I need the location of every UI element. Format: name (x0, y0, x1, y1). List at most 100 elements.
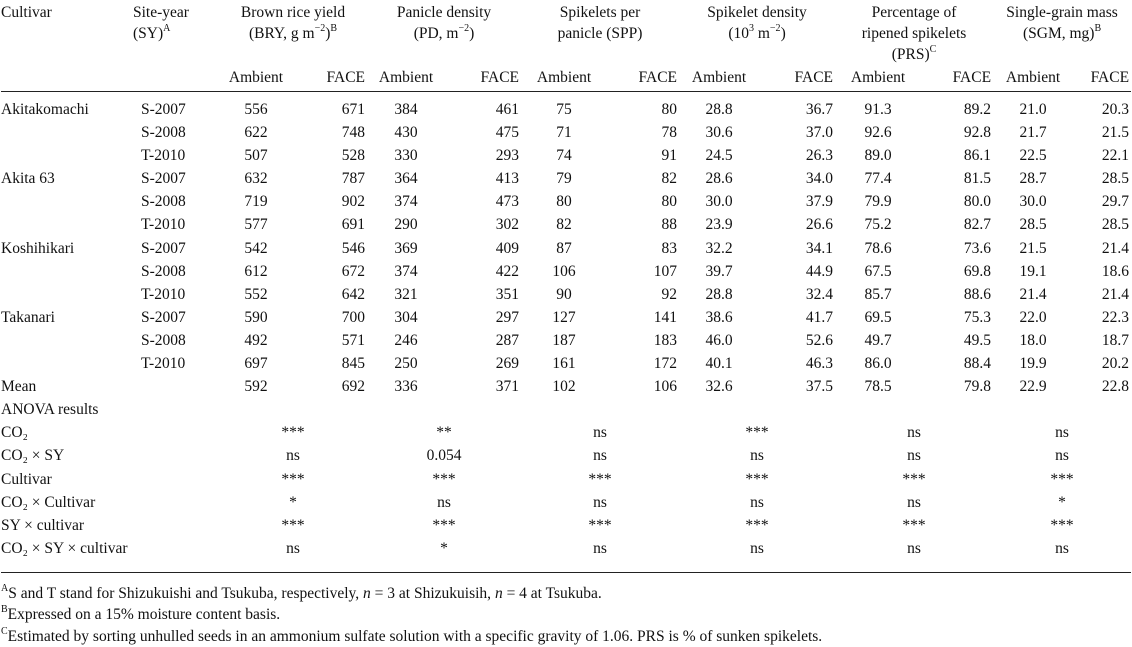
cell-ambient: 24.5 (705, 147, 733, 165)
anova-value: ns (907, 493, 921, 511)
cell-ambient: 28.6 (705, 170, 733, 188)
cell-face: 546 (341, 239, 366, 257)
cell-face: 28.5 (1101, 170, 1130, 188)
cell-face: 22.1 (1101, 147, 1130, 165)
footnotes: AS and T stand for Shizukuishi and Tsuku… (1, 571, 1131, 647)
cell-face: 22.8 (1101, 378, 1130, 396)
cell-face: 91 (661, 147, 678, 165)
cell-face: 293 (495, 147, 520, 165)
cell-face: 787 (341, 170, 366, 188)
anova-value: ** (436, 424, 452, 442)
cell-face: 26.6 (805, 216, 834, 234)
anova-value: ns (286, 539, 300, 557)
subheader-row: Ambient FACE Ambient FACE Ambient FACE Ambient… (1, 65, 1131, 92)
subheader-ambient: Ambient (378, 69, 434, 86)
anova-value: *** (432, 516, 456, 534)
header-sgm: Single-grain mass (SGM, mg)B (1006, 4, 1118, 42)
table-row: S-2008 622 748 430 475 71 78 30.6 37.0 92.6 92.8 21… (1, 121, 1131, 144)
cell-cultivar (1, 213, 133, 236)
cell-face: 21.5 (1101, 124, 1130, 142)
cell-face: 297 (495, 308, 520, 326)
cell-face: 41.7 (805, 308, 834, 326)
cell-face: 69.8 (963, 262, 992, 280)
header-row: Cultivar Site-year (SY)A Brown rice yield… (1, 2, 1131, 65)
cell-face: 32.4 (805, 285, 834, 303)
cell-ambient: 364 (394, 170, 418, 188)
header-spp: Spikelets per panicle (SPP) (557, 4, 643, 42)
table-row: Takanari S-2007 590 700 304 297 127 141 38.6 41.7… (1, 306, 1131, 329)
cell-ambient: 612 (244, 262, 268, 280)
cell-ambient: 77.4 (864, 170, 892, 188)
table-row: T-2010 697 845 250 269 161 172 40.1 46.3 86.0 88.4… (1, 352, 1131, 375)
cell-ambient: 21.0 (1019, 101, 1047, 118)
anova-value: *** (902, 516, 926, 534)
cell-face: 49.5 (963, 331, 992, 349)
subheader-ambient: Ambient (850, 69, 906, 86)
anova-value: ns (750, 493, 764, 511)
anova-value: * (1058, 493, 1066, 511)
anova-value: *** (281, 424, 305, 442)
anova-value: ns (907, 539, 921, 557)
cell-ambient: 32.2 (705, 239, 733, 257)
anova-value: ns (593, 424, 607, 442)
anova-row: CO₂ × Cultivar * ns ns ns ns * (1, 491, 1131, 514)
anova-value: ns (750, 539, 764, 557)
cell-face: 18.6 (1101, 262, 1130, 280)
cell-ambient: 552 (244, 285, 268, 303)
cell-face: 86.1 (963, 147, 992, 165)
cell-ambient: 250 (394, 355, 418, 373)
cell-ambient: 374 (394, 262, 418, 280)
cell-face: 20.2 (1101, 355, 1130, 373)
subheader-ambient: Ambient (691, 69, 747, 86)
header-site-year: Site-year (SY)A (133, 4, 189, 42)
header-bry: Brown rice yield (BRY, g m−2)B (240, 4, 346, 42)
cell-face: 473 (495, 193, 520, 211)
footnote-c: CEstimated by sorting unhulled seeds in … (1, 625, 823, 645)
footnote-b: BExpressed on a 15% moisture content bas… (1, 604, 281, 624)
cell-face: 106 (653, 378, 678, 396)
cell-ambient: 71 (556, 124, 572, 142)
cell-face: 34.1 (805, 239, 834, 257)
cell-face: 75.3 (963, 308, 992, 326)
cell-ambient: 21.7 (1019, 124, 1047, 142)
anova-value: *** (1050, 516, 1074, 534)
cell-cultivar: Akitakomachi (1, 101, 89, 118)
cell-ambient: 67.5 (864, 262, 892, 280)
cell-ambient: 384 (394, 101, 418, 118)
anova-label: SY × cultivar (1, 516, 85, 534)
cell-ambient: 577 (244, 216, 268, 234)
cell-ambient: 19.1 (1019, 262, 1047, 280)
cell-site-year: S-2007 (141, 308, 186, 326)
cell-face: 642 (341, 285, 366, 303)
cell-ambient: 330 (394, 147, 418, 165)
anova-value: ns (907, 447, 921, 465)
cell-cultivar: Akita 63 (1, 170, 55, 188)
anova-value: ns (1055, 447, 1069, 465)
cell-ambient: 49.7 (864, 331, 892, 349)
anova-value: *** (745, 516, 769, 534)
cell-ambient: 719 (244, 193, 268, 211)
cell-face: 52.6 (805, 331, 834, 349)
subheader-face: FACE (326, 69, 366, 86)
cell-site-year (133, 375, 219, 398)
data-table: Cultivar Site-year (SY)A Brown rice yield… (1, 2, 1132, 564)
cell-face: 29.7 (1101, 193, 1130, 211)
cell-face: 37.0 (805, 124, 834, 142)
subheader-face: FACE (480, 69, 520, 86)
anova-value: 0.054 (426, 447, 462, 465)
cell-ambient: 79.9 (864, 193, 892, 211)
cell-site-year: S-2007 (141, 170, 186, 188)
cell-ambient: 19.9 (1019, 355, 1047, 373)
cell-ambient: 187 (552, 331, 576, 349)
header-sd: Spikelet density (103 m−2) (707, 4, 807, 42)
cell-site-year: S-2008 (141, 124, 186, 142)
anova-value: ns (907, 424, 921, 442)
anova-title-row: ANOVA results (1, 398, 1131, 421)
cell-face: 82.7 (963, 216, 992, 234)
anova-row: Cultivar *** *** *** *** *** *** (1, 468, 1131, 491)
cell-ambient: 91.3 (864, 101, 892, 118)
cell-face: 528 (341, 147, 366, 165)
cell-cultivar (1, 260, 133, 283)
anova-row: CO₂ × SY × cultivar ns * ns ns ns ns (1, 537, 1131, 560)
